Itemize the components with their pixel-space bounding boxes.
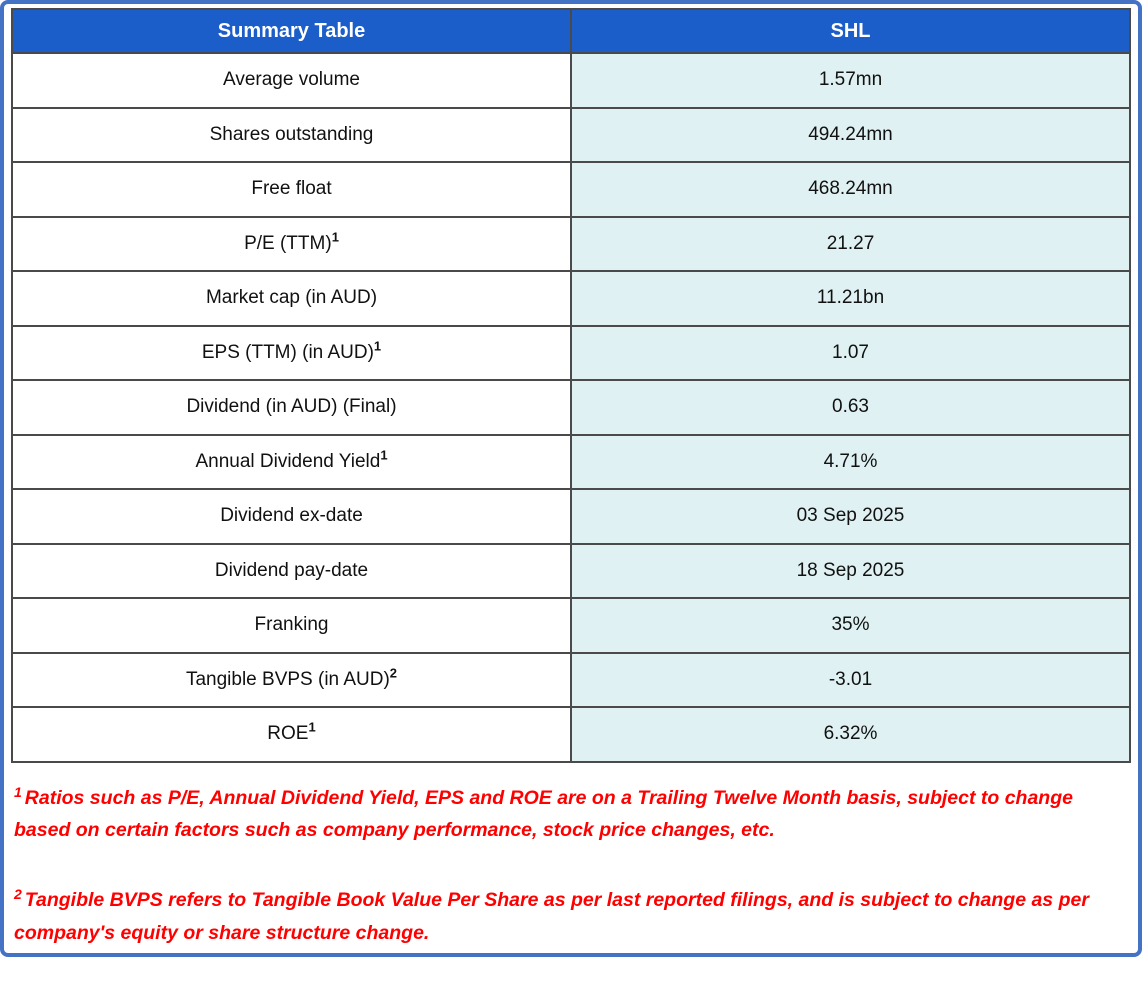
footnote-marker: 1 <box>373 338 382 354</box>
row-label: ROE1 <box>11 706 572 763</box>
row-value: 18 Sep 2025 <box>570 542 1131 599</box>
table-row: Market cap (in AUD) 11.21bn <box>11 270 1131 327</box>
row-label: Dividend pay-date <box>11 542 572 599</box>
row-value: 4.71% <box>570 433 1131 490</box>
table-row: Dividend (in AUD) (Final) 0.63 <box>11 379 1131 436</box>
header-cell-summary-table: Summary Table <box>11 8 572 54</box>
summary-table-body: Average volume 1.57mn Shares outstanding 49… <box>11 52 1131 763</box>
row-value: 1.07 <box>570 324 1131 381</box>
table-row: Tangible BVPS (in AUD)2 -3.01 <box>11 651 1131 708</box>
row-value: 0.63 <box>570 379 1131 436</box>
footnote-marker: 1 <box>308 719 316 735</box>
row-value: -3.01 <box>570 651 1131 708</box>
table-row: EPS (TTM) (in AUD)1 1.07 <box>11 324 1131 381</box>
row-value: 494.24mn <box>570 106 1131 163</box>
table-row: Average volume 1.57mn <box>11 52 1131 109</box>
row-label: Market cap (in AUD) <box>11 270 572 327</box>
footnote-text: Ratios such as P/E, Annual Dividend Yiel… <box>14 787 1073 842</box>
footnote-marker: 1 <box>380 447 388 463</box>
summary-table-container: Summary Table SHL Average volume 1.57mn Sh… <box>11 8 1131 763</box>
row-label: Annual Dividend Yield1 <box>11 433 572 490</box>
row-label: EPS (TTM) (in AUD)1 <box>11 324 572 381</box>
table-row: Dividend pay-date 18 Sep 2025 <box>11 542 1131 599</box>
row-label: Dividend (in AUD) (Final) <box>11 379 572 436</box>
table-row: P/E (TTM)1 21.27 <box>11 215 1131 272</box>
table-row: ROE1 6.32% <box>11 706 1131 763</box>
footnote-marker: 1 <box>14 783 22 800</box>
summary-table: Summary Table SHL Average volume 1.57mn Sh… <box>11 8 1131 763</box>
row-value: 6.32% <box>570 706 1131 763</box>
row-value: 11.21bn <box>570 270 1131 327</box>
header-cell-ticker-shl: SHL <box>570 8 1131 54</box>
row-value: 468.24mn <box>570 161 1131 218</box>
row-label: Tangible BVPS (in AUD)2 <box>11 651 572 708</box>
row-label: Average volume <box>11 52 572 109</box>
footnote-marker: 2 <box>14 885 22 902</box>
row-value: 03 Sep 2025 <box>570 488 1131 545</box>
table-row: Shares outstanding 494.24mn <box>11 106 1131 163</box>
summary-table-head: Summary Table SHL <box>11 8 1131 54</box>
table-row: Dividend ex-date 03 Sep 2025 <box>11 488 1131 545</box>
row-value: 1.57mn <box>570 52 1131 109</box>
footnote: 2 Tangible BVPS refers to Tangible Book V… <box>14 884 1124 948</box>
row-label: Shares outstanding <box>11 106 572 163</box>
row-label: Dividend ex-date <box>11 488 572 545</box>
row-value: 21.27 <box>570 215 1131 272</box>
header-row: Summary Table SHL <box>11 8 1131 54</box>
row-label: Free float <box>11 161 572 218</box>
footnotes-section: 1 Ratios such as P/E, Annual Dividend Yie… <box>14 782 1124 987</box>
footnote-marker: 1 <box>331 229 339 245</box>
row-value: 35% <box>570 597 1131 654</box>
row-label: Franking <box>11 597 572 654</box>
page: { "chart_data": { "type": "table", "titl… <box>0 0 1142 957</box>
table-row: Free float 468.24mn <box>11 161 1131 218</box>
row-label: P/E (TTM)1 <box>11 215 572 272</box>
table-row: Annual Dividend Yield1 4.71% <box>11 433 1131 490</box>
footnote-marker: 2 <box>389 665 398 681</box>
table-row: Franking 35% <box>11 597 1131 654</box>
footnote-text: Tangible BVPS refers to Tangible Book Va… <box>14 889 1089 944</box>
footnote: 1 Ratios such as P/E, Annual Dividend Yie… <box>14 782 1124 846</box>
